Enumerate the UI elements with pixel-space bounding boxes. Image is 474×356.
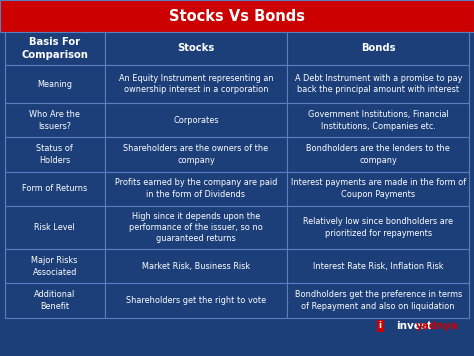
Bar: [287, 137, 469, 172]
Bar: [5, 137, 105, 172]
Text: Interest payments are made in the form of
Coupon Payments: Interest payments are made in the form o…: [291, 178, 466, 199]
Text: Basis For
Comparison: Basis For Comparison: [21, 37, 88, 60]
Text: High since it depends upon the
performance of the issuer, so no
guaranteed retur: High since it depends upon the performan…: [129, 211, 263, 244]
Text: Major Risks
Associated: Major Risks Associated: [31, 256, 78, 277]
Bar: [105, 206, 287, 249]
Text: Bondholders get the preference in terms
of Repayment and also on liquidation: Bondholders get the preference in terms …: [294, 290, 462, 311]
Text: Shareholders get the right to vote: Shareholders get the right to vote: [126, 296, 266, 305]
Bar: [5, 65, 105, 103]
Text: Bondholders are the lenders to the
company: Bondholders are the lenders to the compa…: [306, 144, 450, 165]
Bar: [105, 137, 287, 172]
Text: Bonds: Bonds: [361, 43, 395, 53]
Text: Status of
Holders: Status of Holders: [36, 144, 73, 165]
Text: yadnya: yadnya: [416, 320, 458, 331]
Text: Corporates: Corporates: [173, 116, 219, 125]
Bar: [287, 32, 469, 65]
Bar: [287, 283, 469, 318]
Bar: [5, 172, 105, 206]
Bar: [105, 283, 287, 318]
Text: Form of Returns: Form of Returns: [22, 184, 87, 193]
Text: Stocks: Stocks: [177, 43, 215, 53]
Bar: [287, 65, 469, 103]
Bar: [105, 103, 287, 137]
Text: Risk Level: Risk Level: [34, 223, 75, 232]
Text: Market Risk, Business Risk: Market Risk, Business Risk: [142, 262, 250, 271]
Text: i: i: [379, 321, 382, 330]
Bar: [287, 172, 469, 206]
Text: Meaning: Meaning: [37, 79, 72, 89]
Bar: [0, 0, 474, 32]
Text: Shareholders are the owners of the
company: Shareholders are the owners of the compa…: [123, 144, 268, 165]
Text: Stocks Vs Bonds: Stocks Vs Bonds: [169, 9, 305, 23]
Bar: [377, 320, 384, 332]
Bar: [287, 249, 469, 283]
Bar: [287, 103, 469, 137]
Bar: [105, 32, 287, 65]
Text: Government Institutions, Financial
Institutions, Companies etc.: Government Institutions, Financial Insti…: [308, 110, 448, 131]
Bar: [105, 249, 287, 283]
Bar: [105, 172, 287, 206]
Text: Additional
Benefit: Additional Benefit: [34, 290, 75, 311]
Bar: [287, 206, 469, 249]
Bar: [105, 65, 287, 103]
Text: Interest Rate Risk, Inflation Risk: Interest Rate Risk, Inflation Risk: [313, 262, 444, 271]
Bar: [5, 103, 105, 137]
Text: Profits earned by the company are paid
in the form of Dividends: Profits earned by the company are paid i…: [115, 178, 277, 199]
Bar: [5, 249, 105, 283]
Text: invest: invest: [396, 320, 432, 331]
Bar: [5, 206, 105, 249]
Text: An Equity Instrument representing an
ownership interest in a corporation: An Equity Instrument representing an own…: [118, 74, 273, 94]
Text: Relatively low since bondholders are
prioritized for repayments: Relatively low since bondholders are pri…: [303, 217, 453, 238]
Bar: [5, 32, 105, 65]
Text: A Debt Instrument with a promise to pay
back the principal amount with interest: A Debt Instrument with a promise to pay …: [294, 74, 462, 94]
Text: Who Are the
Issuers?: Who Are the Issuers?: [29, 110, 80, 131]
Bar: [5, 283, 105, 318]
Text: .: .: [445, 320, 449, 331]
